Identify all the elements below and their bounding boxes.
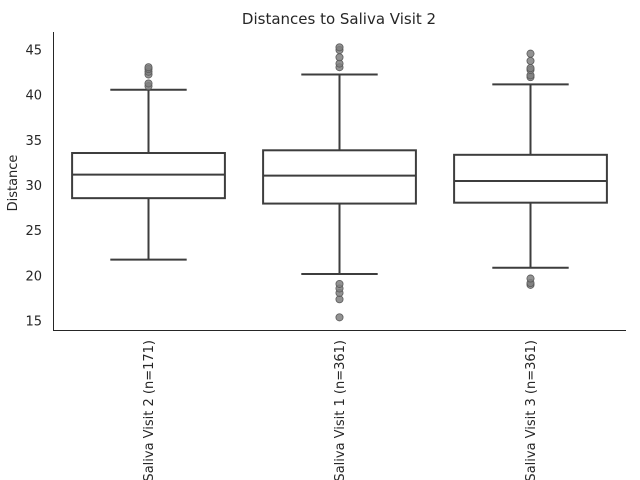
outlier-point (526, 64, 535, 73)
y-axis-label: Distance (6, 155, 21, 212)
y-tick-label: 30 (25, 179, 42, 194)
box-1 (71, 63, 226, 261)
outlier-point (526, 56, 535, 65)
y-tick-label: 45 (25, 44, 42, 59)
outlier-point (335, 43, 344, 52)
y-tick-label: 25 (25, 224, 42, 239)
y-tick-label: 20 (25, 269, 42, 284)
x-tick-label: Saliva Visit 2 (n=171) (142, 340, 157, 480)
y-tick-label: 35 (25, 134, 42, 149)
outlier-point (144, 79, 153, 88)
box-2 (262, 43, 417, 322)
y-tick-label: 15 (25, 314, 42, 329)
chart-title: Distances to Saliva Visit 2 (242, 10, 436, 28)
outlier-point (335, 279, 344, 288)
outlier-point (144, 63, 153, 72)
outlier-point (526, 274, 535, 283)
iqr-box (262, 149, 417, 205)
y-tick-label: 40 (25, 89, 42, 104)
x-tick-group: Saliva Visit 2 (n=171) Saliva Visit 1 (n=… (142, 340, 539, 480)
outlier-point (526, 49, 535, 58)
iqr-box (453, 153, 608, 204)
y-tick-group: 15 20 25 30 35 40 45 (25, 44, 42, 330)
x-tick-label: Saliva Visit 1 (n=361) (333, 340, 348, 480)
outlier-point (335, 53, 344, 62)
outlier-point (335, 313, 344, 322)
box-group (71, 43, 608, 322)
x-tick-label: Saliva Visit 3 (n=361) (524, 340, 539, 480)
box-3 (453, 49, 608, 289)
